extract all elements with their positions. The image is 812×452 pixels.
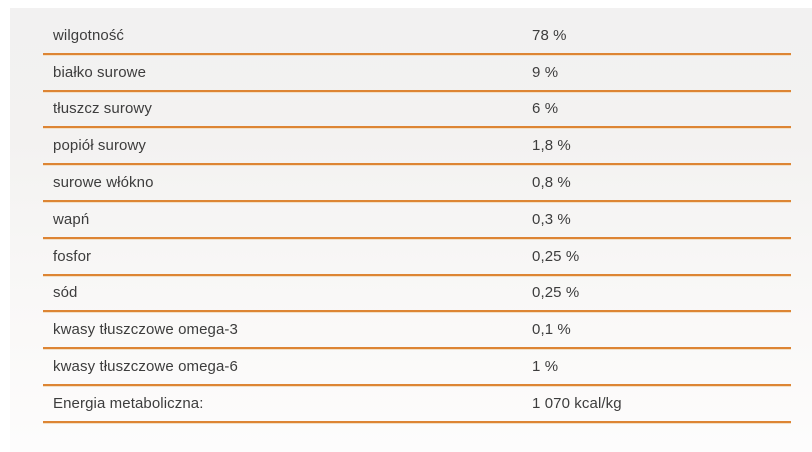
nutrient-value: 0,25 % [532,284,580,302]
nutrient-label: kwasy tłuszczowe omega-6 [53,358,238,376]
analysis-panel: wilgotność 78 % białko surowe 9 % tłuszc… [10,8,812,452]
nutrient-value: 78 % [532,26,567,44]
nutrient-label: Energia metaboliczna: [53,394,204,412]
table-row: wapń 0,3 % [43,202,791,239]
table-row: kwasy tłuszczowe omega-6 1 % [43,349,791,386]
nutrient-label: wilgotność [53,26,125,44]
nutrient-label: białko surowe [53,63,147,81]
table-row: surowe włókno 0,8 % [43,165,791,202]
nutrient-label: sód [53,284,78,302]
nutrient-value: 0,8 % [532,174,571,192]
table-row: kwasy tłuszczowe omega-3 0,1 % [43,312,791,350]
nutrient-label: surowe włókno [53,174,154,192]
nutrient-value: 0,25 % [532,247,580,265]
table-row: białko surowe 9 % [43,55,791,92]
nutrient-value: 1 070 kcal/kg [532,394,622,412]
nutrient-label: tłuszcz surowy [53,100,152,118]
table-row: popiół surowy 1,8 % [43,128,791,166]
nutrient-value: 1,8 % [532,137,571,155]
nutrient-label: kwasy tłuszczowe omega-3 [53,321,238,339]
nutrient-value: 9 % [532,63,559,81]
table-row: tłuszcz surowy 6 % [43,92,791,129]
table-row: wilgotność 78 % [43,18,791,55]
nutrient-value: 0,1 % [532,321,571,339]
table-row: fosfor 0,25 % [43,239,791,276]
table-row: Energia metaboliczna: 1 070 kcal/kg [43,386,791,423]
nutrient-value: 1 % [532,358,559,376]
nutrition-table: wilgotność 78 % białko surowe 9 % tłuszc… [43,18,791,423]
nutrient-label: popiół surowy [53,137,147,155]
nutrient-label: wapń [53,210,90,228]
nutrient-value: 6 % [532,100,559,118]
nutrient-value: 0,3 % [532,210,571,228]
nutrient-label: fosfor [53,247,92,265]
table-row: sód 0,25 % [43,276,791,313]
